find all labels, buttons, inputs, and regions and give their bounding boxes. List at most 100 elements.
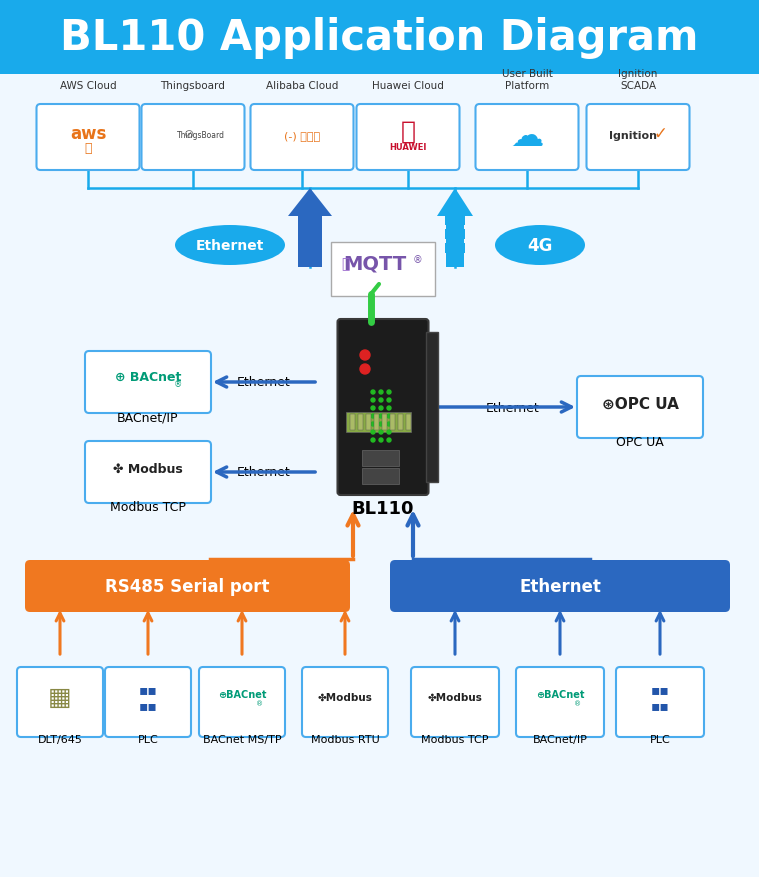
- Text: BACnet/IP: BACnet/IP: [117, 411, 179, 424]
- Polygon shape: [288, 189, 332, 267]
- Text: 〜: 〜: [84, 141, 92, 154]
- Bar: [345, 412, 411, 432]
- FancyBboxPatch shape: [199, 667, 285, 738]
- Circle shape: [387, 407, 391, 410]
- FancyBboxPatch shape: [85, 441, 211, 503]
- Text: ✤Modbus: ✤Modbus: [317, 692, 373, 702]
- Ellipse shape: [495, 225, 585, 266]
- Text: ®: ®: [413, 254, 423, 265]
- Bar: [445, 244, 465, 253]
- Bar: [0, 0, 759, 75]
- Text: ✤ Modbus: ✤ Modbus: [113, 462, 183, 475]
- Text: OPC UA: OPC UA: [616, 436, 664, 449]
- Text: PLC: PLC: [137, 734, 159, 745]
- Text: BL110: BL110: [351, 499, 414, 517]
- Text: MQTT: MQTT: [343, 254, 407, 274]
- Text: RS485 Serial port: RS485 Serial port: [106, 577, 269, 595]
- FancyBboxPatch shape: [390, 560, 730, 612]
- Text: Ethernet: Ethernet: [237, 466, 291, 479]
- Circle shape: [379, 415, 383, 418]
- Bar: [398, 415, 402, 431]
- Bar: [426, 332, 437, 482]
- Text: Huawei Cloud: Huawei Cloud: [372, 81, 444, 91]
- Text: Ethernet: Ethernet: [486, 401, 540, 414]
- Text: ⊕BACnet: ⊕BACnet: [218, 689, 266, 699]
- Circle shape: [387, 423, 391, 426]
- Text: Ignition
SCADA: Ignition SCADA: [619, 69, 658, 91]
- Text: ⊕BACnet: ⊕BACnet: [536, 689, 584, 699]
- Text: Ethernet: Ethernet: [196, 239, 264, 253]
- Text: BL110 Application Diagram: BL110 Application Diagram: [60, 17, 699, 59]
- Text: ▪▪
▪▪: ▪▪ ▪▪: [139, 682, 157, 712]
- Circle shape: [379, 438, 383, 443]
- Circle shape: [371, 407, 375, 410]
- Circle shape: [360, 351, 370, 360]
- FancyBboxPatch shape: [475, 105, 578, 171]
- Bar: [405, 415, 411, 431]
- Text: BACnet MS/TP: BACnet MS/TP: [203, 734, 282, 745]
- FancyBboxPatch shape: [587, 105, 689, 171]
- FancyBboxPatch shape: [362, 468, 399, 484]
- Text: (-) 阿里云: (-) 阿里云: [284, 131, 320, 141]
- Circle shape: [371, 390, 375, 395]
- FancyBboxPatch shape: [17, 667, 103, 738]
- FancyBboxPatch shape: [331, 243, 435, 296]
- Text: ⊕ BACnet: ⊕ BACnet: [115, 370, 181, 383]
- Bar: [389, 415, 395, 431]
- Text: ®: ®: [174, 380, 182, 389]
- Text: Alibaba Cloud: Alibaba Cloud: [266, 81, 339, 91]
- Bar: [349, 415, 354, 431]
- Text: aws: aws: [70, 125, 106, 143]
- Text: ▦: ▦: [48, 685, 72, 709]
- FancyBboxPatch shape: [250, 105, 354, 171]
- Circle shape: [371, 398, 375, 403]
- FancyBboxPatch shape: [362, 451, 399, 467]
- Circle shape: [379, 390, 383, 395]
- Text: Thingsboard: Thingsboard: [161, 81, 225, 91]
- FancyBboxPatch shape: [85, 352, 211, 414]
- Circle shape: [371, 438, 375, 443]
- Circle shape: [379, 398, 383, 403]
- Text: ☁: ☁: [510, 119, 543, 153]
- Text: 🌐: 🌐: [401, 120, 415, 144]
- FancyBboxPatch shape: [616, 667, 704, 738]
- FancyBboxPatch shape: [357, 105, 459, 171]
- Circle shape: [379, 407, 383, 410]
- Text: Ethernet: Ethernet: [519, 577, 601, 595]
- FancyBboxPatch shape: [577, 376, 703, 438]
- Text: User Built
Platform: User Built Platform: [502, 69, 553, 91]
- Polygon shape: [437, 189, 473, 267]
- Text: Modbus TCP: Modbus TCP: [421, 734, 489, 745]
- Circle shape: [387, 398, 391, 403]
- Circle shape: [371, 431, 375, 434]
- Bar: [382, 415, 386, 431]
- FancyBboxPatch shape: [338, 319, 429, 496]
- FancyBboxPatch shape: [25, 560, 350, 612]
- Circle shape: [387, 438, 391, 443]
- Text: Ethernet: Ethernet: [237, 376, 291, 389]
- Circle shape: [371, 423, 375, 426]
- Text: ®: ®: [575, 700, 581, 706]
- Text: DLT/645: DLT/645: [37, 734, 83, 745]
- FancyBboxPatch shape: [36, 105, 140, 171]
- Text: BACnet/IP: BACnet/IP: [533, 734, 587, 745]
- Circle shape: [379, 431, 383, 434]
- Text: Ignition: Ignition: [609, 131, 657, 141]
- Circle shape: [387, 390, 391, 395]
- Text: HUAWEI: HUAWEI: [389, 143, 427, 153]
- Ellipse shape: [175, 225, 285, 266]
- Bar: [366, 415, 370, 431]
- Text: ®: ®: [257, 700, 263, 706]
- Text: ✤Modbus: ✤Modbus: [427, 692, 483, 702]
- FancyBboxPatch shape: [141, 105, 244, 171]
- Text: ⊘: ⊘: [184, 128, 194, 141]
- Circle shape: [387, 431, 391, 434]
- Bar: [357, 415, 363, 431]
- Text: Modbus RTU: Modbus RTU: [310, 734, 380, 745]
- Circle shape: [387, 415, 391, 418]
- Circle shape: [379, 423, 383, 426]
- Text: ThingsBoard: ThingsBoard: [177, 131, 225, 139]
- FancyBboxPatch shape: [302, 667, 388, 738]
- Text: AWS Cloud: AWS Cloud: [60, 81, 116, 91]
- FancyBboxPatch shape: [411, 667, 499, 738]
